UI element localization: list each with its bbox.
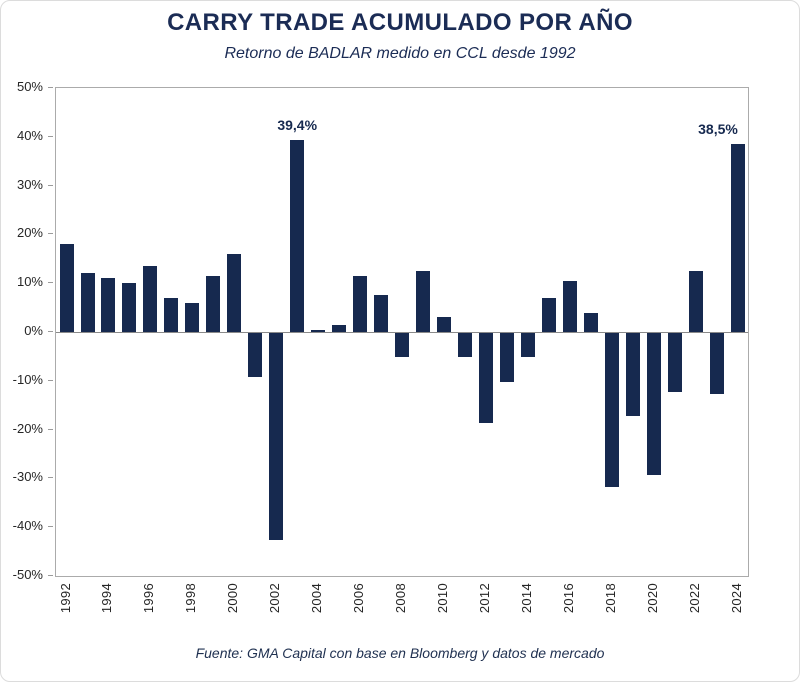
y-tick-label: -20% (12, 420, 43, 436)
bar (185, 302, 200, 332)
bar (520, 333, 535, 358)
bar (667, 333, 682, 392)
bar (478, 333, 493, 424)
x-tick-label: 2006 (351, 583, 367, 614)
y-tick-mark (48, 428, 53, 430)
x-tick-label: 2018 (602, 583, 618, 614)
x-tick-label: 1996 (141, 583, 157, 614)
y-tick-label: -30% (12, 469, 43, 485)
y-tick-mark (48, 135, 53, 137)
y-tick-label: -10% (12, 371, 43, 387)
bar (646, 333, 661, 475)
bar (227, 253, 242, 332)
x-tick-label: 2024 (728, 583, 744, 614)
y-tick-label: -40% (12, 518, 43, 534)
x-tick-label: 2004 (309, 583, 325, 614)
bar (353, 275, 368, 332)
bar (395, 333, 409, 358)
bar (101, 278, 116, 332)
y-tick-mark (48, 87, 53, 88)
bar (436, 317, 451, 332)
y-tick-label: 50% (16, 79, 43, 94)
bar (688, 271, 703, 332)
x-tick-label: 2000 (225, 583, 241, 614)
bar (541, 297, 556, 332)
x-tick-label: 2008 (393, 583, 408, 614)
bar (583, 312, 598, 332)
y-tick-mark (48, 477, 53, 479)
bar (59, 244, 74, 332)
bar (332, 324, 347, 332)
bar (164, 297, 179, 332)
y-tick-mark (48, 575, 53, 576)
y-tick-mark (48, 184, 53, 186)
x-tick-label: 2020 (644, 583, 660, 614)
plot-area: 39,4% 38,5% (55, 87, 749, 577)
y-tick-label: 40% (16, 127, 43, 143)
y-tick-label: 10% (16, 274, 43, 290)
bar-annotation: 39,4% (277, 116, 318, 133)
zero-line (56, 332, 748, 333)
chart-subtitle: Retorno de BADLAR medido en CCL desde 19… (224, 45, 576, 62)
bar (457, 333, 472, 358)
bar (374, 295, 388, 332)
bar-annotation: 38,5% (698, 121, 738, 138)
bar (311, 329, 326, 332)
y-tick-label: -50% (12, 567, 43, 582)
chart-title: CARRY TRADE ACUMULADO POR AÑO (167, 9, 633, 36)
y-tick-mark (48, 331, 53, 332)
y-tick-mark (48, 526, 53, 528)
bar (248, 333, 263, 377)
x-tick-label: 1992 (57, 583, 73, 614)
bar (604, 333, 619, 487)
bar (206, 275, 221, 332)
bar (562, 280, 577, 332)
y-tick-label: 20% (16, 225, 43, 241)
x-tick-label: 2016 (560, 583, 576, 614)
x-tick-label: 1998 (183, 583, 199, 614)
bar (730, 144, 745, 332)
bar (269, 333, 284, 541)
y-tick-mark (48, 233, 53, 235)
bar (499, 333, 514, 382)
x-tick-label: 2012 (476, 583, 492, 614)
x-tick-label: 2014 (518, 583, 534, 614)
y-tick-mark (48, 379, 53, 381)
x-axis: 1992 1994 1996 1998 2000 2002 2004 2006 2008 2010… (55, 580, 747, 624)
bar (416, 271, 430, 332)
bar (80, 273, 95, 332)
x-tick-label: 2022 (686, 583, 702, 614)
y-tick-label: 0% (24, 323, 43, 338)
y-axis: 50% 40% 30% 20% 10% 0% -10% -20% -30% -40% -50% (1, 79, 53, 582)
x-tick-label: 2002 (267, 583, 283, 614)
bar (143, 266, 158, 332)
bar (290, 139, 305, 332)
x-tick-label: 2010 (434, 583, 450, 614)
x-tick-label: 1994 (99, 583, 115, 614)
y-tick-label: 30% (16, 176, 43, 192)
bar (122, 283, 137, 332)
bar (709, 333, 724, 394)
source-note: Fuente: GMA Capital con base en Bloomber… (195, 645, 605, 661)
y-tick-mark (48, 282, 53, 284)
bar (625, 333, 640, 416)
